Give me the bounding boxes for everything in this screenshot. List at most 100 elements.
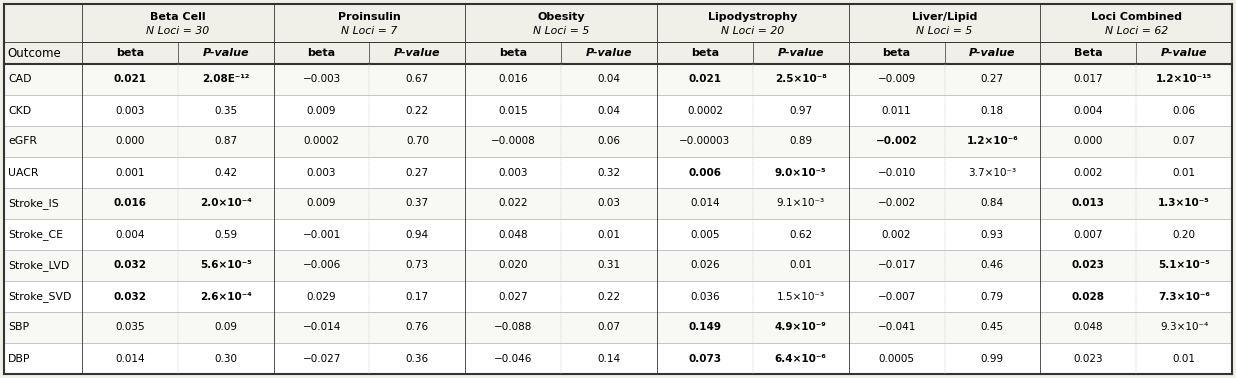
Text: 7.3×10⁻⁶: 7.3×10⁻⁶ (1158, 291, 1210, 302)
Text: −0.006: −0.006 (303, 260, 341, 271)
Text: 0.22: 0.22 (597, 291, 620, 302)
Text: 0.016: 0.016 (498, 74, 528, 85)
Text: 0.07: 0.07 (597, 322, 620, 333)
Bar (4, 157, 1232, 188)
Text: 0.004: 0.004 (1074, 105, 1103, 116)
Text: 0.73: 0.73 (405, 260, 429, 271)
Bar (944, 42, 1041, 64)
Bar (849, 4, 1041, 42)
Text: 0.07: 0.07 (1173, 136, 1195, 147)
Text: 0.009: 0.009 (307, 198, 336, 209)
Text: 0.76: 0.76 (405, 322, 429, 333)
Text: 0.37: 0.37 (405, 198, 429, 209)
Bar (1041, 4, 1232, 42)
Text: 0.67: 0.67 (405, 74, 429, 85)
Text: 0.27: 0.27 (405, 167, 429, 178)
Text: 0.99: 0.99 (981, 353, 1004, 364)
Bar (1041, 42, 1136, 64)
Text: 0.79: 0.79 (981, 291, 1004, 302)
Bar (4, 343, 1232, 374)
Text: 0.006: 0.006 (688, 167, 722, 178)
Text: CAD: CAD (7, 74, 31, 85)
Text: 0.007: 0.007 (1074, 229, 1103, 240)
Text: beta: beta (499, 48, 528, 58)
Text: 0.020: 0.020 (498, 260, 528, 271)
Text: 0.026: 0.026 (690, 260, 719, 271)
Bar (82, 42, 178, 64)
Bar (273, 42, 370, 64)
Bar (82, 4, 273, 42)
Text: 0.45: 0.45 (981, 322, 1004, 333)
Text: 0.35: 0.35 (214, 105, 237, 116)
Text: P-value: P-value (1161, 48, 1208, 58)
Text: 0.021: 0.021 (688, 74, 722, 85)
Text: Stroke_IS: Stroke_IS (7, 198, 59, 209)
Text: 5.1×10⁻⁵: 5.1×10⁻⁵ (1158, 260, 1210, 271)
Text: 0.09: 0.09 (214, 322, 237, 333)
Text: 1.3×10⁻⁵: 1.3×10⁻⁵ (1158, 198, 1210, 209)
Text: 2.0×10⁻⁴: 2.0×10⁻⁴ (200, 198, 252, 209)
Text: 0.005: 0.005 (690, 229, 719, 240)
Text: 0.000: 0.000 (1074, 136, 1103, 147)
Text: 0.027: 0.027 (498, 291, 528, 302)
Text: −0.088: −0.088 (494, 322, 533, 333)
Text: 0.17: 0.17 (405, 291, 429, 302)
Text: 0.023: 0.023 (1072, 260, 1105, 271)
Text: 0.03: 0.03 (597, 198, 620, 209)
Text: 0.035: 0.035 (115, 322, 145, 333)
Text: 3.7×10⁻³: 3.7×10⁻³ (968, 167, 1016, 178)
Text: 0.62: 0.62 (790, 229, 812, 240)
Text: P-value: P-value (969, 48, 1016, 58)
Text: −0.001: −0.001 (303, 229, 341, 240)
Bar (4, 126, 1232, 157)
Text: 0.97: 0.97 (790, 105, 812, 116)
Text: 1.5×10⁻³: 1.5×10⁻³ (776, 291, 824, 302)
Text: 0.36: 0.36 (405, 353, 429, 364)
Text: 0.46: 0.46 (981, 260, 1004, 271)
Text: 0.003: 0.003 (307, 167, 336, 178)
Text: Proinsulin: Proinsulin (339, 12, 400, 22)
Text: 0.01: 0.01 (1173, 353, 1195, 364)
Text: 6.4×10⁻⁶: 6.4×10⁻⁶ (775, 353, 827, 364)
Text: SBP: SBP (7, 322, 30, 333)
Bar (1136, 42, 1232, 64)
Text: Loci Combined: Loci Combined (1090, 12, 1182, 22)
Text: 0.002: 0.002 (881, 229, 911, 240)
Bar (4, 281, 1232, 312)
Text: 0.14: 0.14 (597, 353, 620, 364)
Bar (4, 219, 1232, 250)
Text: beta: beta (116, 48, 143, 58)
Text: −0.0008: −0.0008 (491, 136, 535, 147)
Bar (658, 42, 753, 64)
Text: −0.010: −0.010 (878, 167, 916, 178)
Text: 0.22: 0.22 (405, 105, 429, 116)
Text: 0.149: 0.149 (688, 322, 722, 333)
Text: 2.08E⁻¹²: 2.08E⁻¹² (201, 74, 250, 85)
Text: P-value: P-value (586, 48, 633, 58)
Text: 0.01: 0.01 (1173, 167, 1195, 178)
Text: 0.011: 0.011 (881, 105, 911, 116)
Text: beta: beta (308, 48, 336, 58)
Text: N Loci = 5: N Loci = 5 (916, 26, 973, 36)
Text: 4.9×10⁻⁹: 4.9×10⁻⁹ (775, 322, 827, 333)
Text: 0.048: 0.048 (498, 229, 528, 240)
Text: 0.04: 0.04 (597, 105, 620, 116)
Text: 0.029: 0.029 (307, 291, 336, 302)
Bar (370, 42, 465, 64)
Text: 0.59: 0.59 (214, 229, 237, 240)
Text: 0.004: 0.004 (115, 229, 145, 240)
Text: 0.000: 0.000 (115, 136, 145, 147)
Bar (561, 42, 658, 64)
Text: Beta Cell: Beta Cell (150, 12, 205, 22)
Text: 0.016: 0.016 (114, 198, 146, 209)
Text: UACR: UACR (7, 167, 38, 178)
Text: 0.30: 0.30 (214, 353, 237, 364)
Text: −0.017: −0.017 (878, 260, 916, 271)
Text: 0.70: 0.70 (405, 136, 429, 147)
Bar (178, 42, 273, 64)
Text: −0.027: −0.027 (303, 353, 341, 364)
Bar (753, 42, 849, 64)
Text: Lipodystrophy: Lipodystrophy (708, 12, 797, 22)
Text: 9.0×10⁻⁵: 9.0×10⁻⁵ (775, 167, 827, 178)
Text: 0.013: 0.013 (1072, 198, 1105, 209)
